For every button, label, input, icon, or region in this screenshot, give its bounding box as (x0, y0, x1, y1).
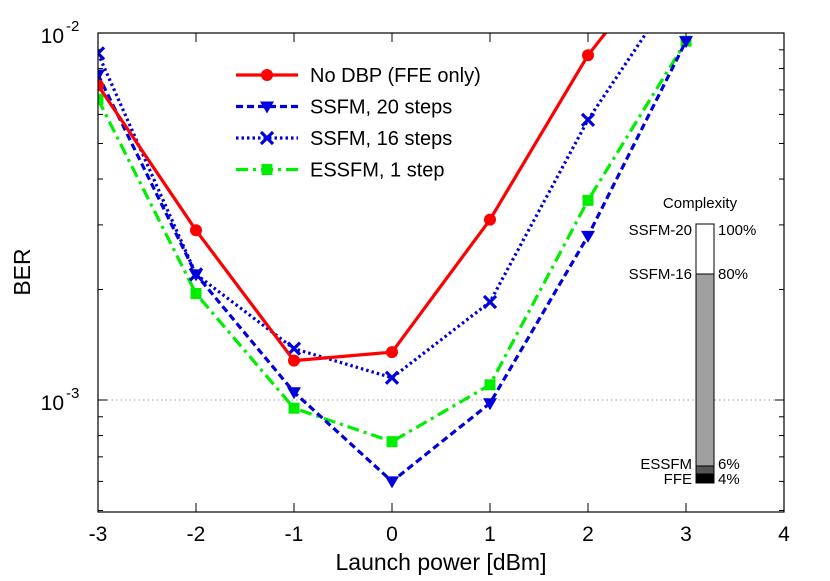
legend-marker (261, 164, 273, 175)
inset-label-ffe: FFE (664, 471, 692, 488)
legend-entry: SSFM, 20 steps (236, 97, 452, 119)
inset-pct-ssfm20: 100% (718, 222, 756, 239)
data-point (287, 387, 301, 400)
x-tick-label: 1 (484, 523, 496, 546)
data-point (286, 341, 302, 356)
complexity-inset: Complexity SSFM-20 100% SSFM-16 80% ESSF… (629, 195, 757, 488)
bar-segment-ssfm20 (695, 223, 715, 275)
x-tick-label: 3 (680, 523, 692, 546)
data-point (484, 213, 496, 226)
legend-marker (259, 130, 275, 146)
data-point (484, 379, 496, 391)
inset-title: Complexity (663, 195, 738, 212)
bar-segment-essfm (695, 465, 715, 475)
legend-label: SSFM, 20 steps (310, 97, 452, 119)
bar-segment-ffe (695, 473, 715, 484)
data-point (482, 294, 498, 310)
y-axis-label: BER (9, 248, 35, 295)
legend-marker (261, 69, 273, 81)
data-point (385, 476, 399, 489)
plot-frame (97, 32, 785, 513)
data-point (581, 230, 595, 243)
legend-marker (260, 101, 274, 114)
data-point (386, 436, 398, 448)
data-point (679, 36, 693, 49)
data-point (386, 346, 398, 359)
y-tick-labels: 10 -2 10 -3 (41, 18, 80, 415)
data-point (483, 398, 497, 411)
data-point (582, 49, 594, 62)
inset-pct-ffe: 4% (718, 471, 740, 488)
legend-label: SSFM, 16 steps (310, 128, 452, 150)
inset-pct-essfm: 6% (718, 456, 740, 473)
x-tick-label: 0 (386, 523, 398, 546)
inset-label-ssfm16: SSFM-16 (629, 266, 692, 283)
y-tick-exp-1e-3: -3 (66, 385, 79, 402)
legend-entry: SSFM, 16 steps (236, 128, 452, 150)
x-axis-label: Launch power [dBm] (336, 549, 547, 575)
series-no-dbp-ffe-only (98, 33, 608, 367)
legend-entry: ESSFM, 1 step (236, 160, 445, 182)
data-point (98, 46, 106, 61)
x-tick-labels: -3 -2 -1 0 1 2 3 4 (89, 523, 791, 546)
bar-segment-ssfm16 (695, 273, 715, 467)
legend-entry: No DBP (FFE only) (236, 65, 481, 87)
data-point (189, 269, 203, 282)
x-tick-label: -1 (285, 523, 304, 546)
series-ssfm-16-steps (98, 33, 649, 385)
y-tick-exp-1e-2: -2 (66, 18, 79, 35)
legend-label: ESSFM, 1 step (310, 160, 445, 182)
x-tick-label: 2 (582, 523, 594, 546)
x-tick-label: 4 (778, 523, 790, 546)
legend: No DBP (FFE only) SSFM, 20 steps SSFM, 16 … (236, 65, 481, 182)
data-point (98, 79, 104, 92)
data-point (582, 194, 594, 206)
data-point (98, 69, 105, 82)
series-ssfm-20-steps (98, 36, 693, 489)
series-line (98, 33, 649, 380)
y-tick-label-1e-3: 10 (41, 392, 64, 415)
data-point (288, 354, 300, 367)
series-layer (98, 33, 693, 489)
x-tick-label: -3 (89, 523, 108, 546)
inset-label-ssfm20: SSFM-20 (629, 222, 692, 239)
data-point (190, 288, 202, 300)
legend-label: No DBP (FFE only) (310, 65, 481, 87)
data-point (190, 224, 202, 237)
x-tick-label: -2 (187, 523, 206, 546)
data-point (98, 93, 104, 105)
y-tick-label-1e-2: 10 (41, 25, 64, 48)
inset-pct-ssfm16: 80% (718, 266, 748, 283)
inset-label-essfm: ESSFM (640, 456, 692, 473)
data-point (384, 370, 400, 385)
data-point (288, 402, 300, 414)
data-point (580, 112, 596, 127)
